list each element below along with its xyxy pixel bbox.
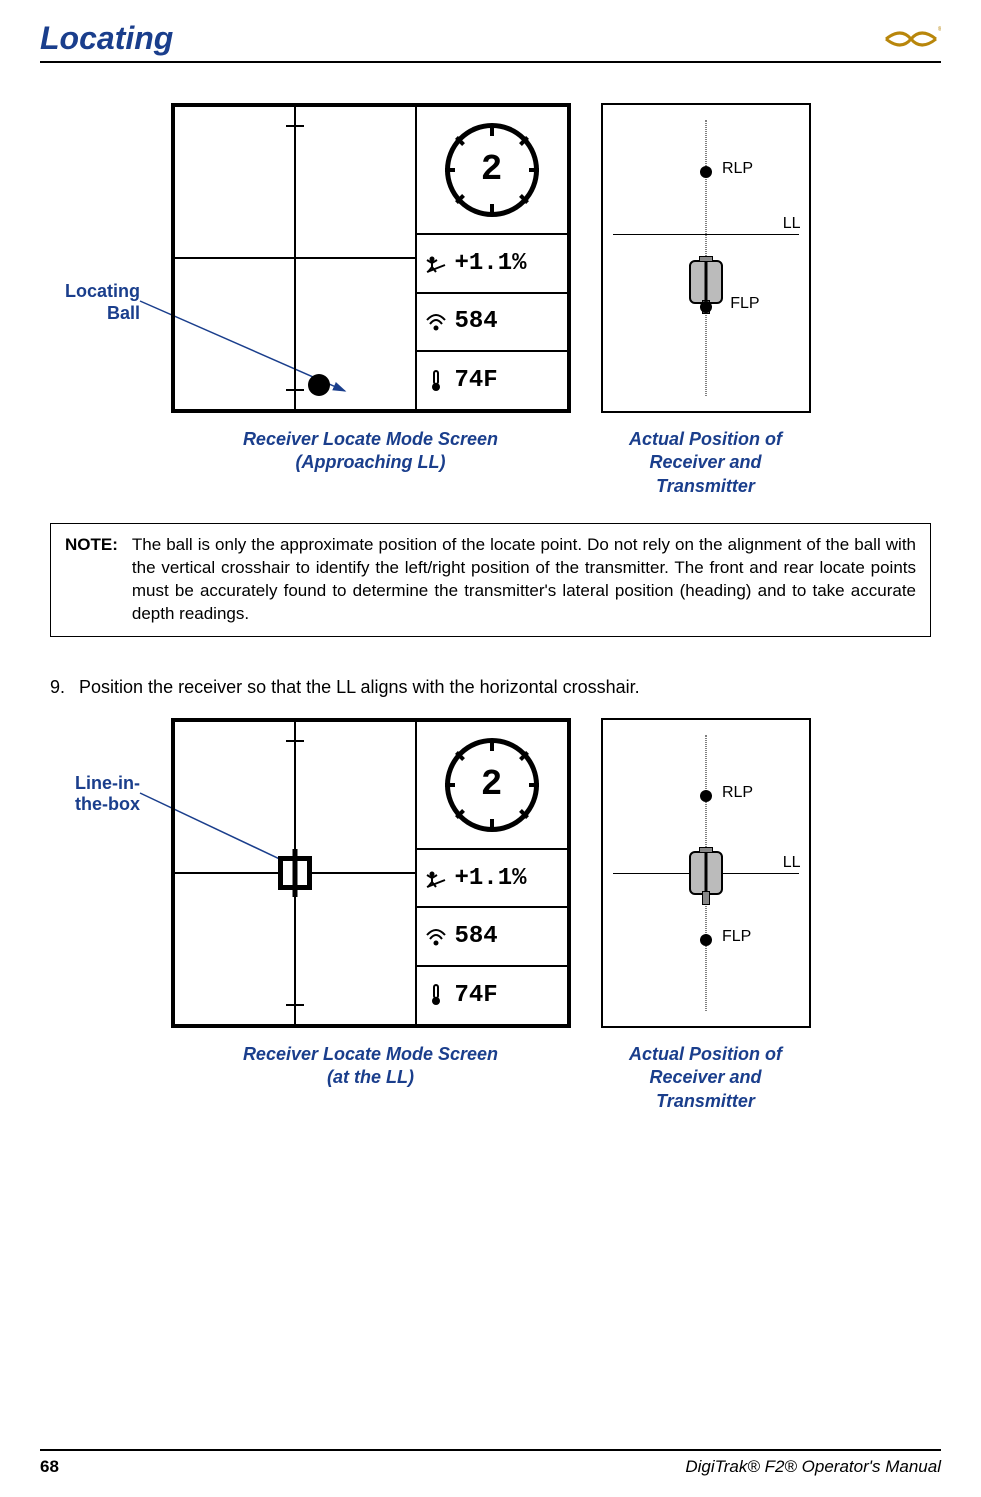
pitch-icon bbox=[425, 867, 447, 889]
svg-text:®: ® bbox=[938, 26, 941, 33]
temp-value-2: 74F bbox=[455, 982, 498, 1009]
pitch-row-1: +1.1% bbox=[417, 235, 567, 294]
note-text: The ball is only the approximate positio… bbox=[132, 534, 916, 626]
temp-icon bbox=[425, 370, 447, 392]
flp-dot-2 bbox=[700, 934, 712, 946]
flp-dot bbox=[700, 301, 712, 313]
callout-line-in-box: Line-in-the-box bbox=[40, 773, 140, 816]
page-header: Locating ® bbox=[40, 20, 941, 63]
temp-row-1: 74F bbox=[417, 352, 567, 409]
receiver-icon-1 bbox=[689, 260, 723, 304]
roll-gauge-2: 2 bbox=[417, 722, 567, 850]
rlp-dot-2 bbox=[700, 790, 712, 802]
step-9: 9. Position the receiver so that the LL … bbox=[50, 677, 931, 698]
figure-2: Line-in-the-box 2 bbox=[40, 718, 941, 1138]
note-label: NOTE: bbox=[65, 534, 118, 626]
caption-1-left: Receiver Locate Mode Screen(Approaching … bbox=[171, 428, 571, 498]
figure-1: LocatingBall 2 bbox=[40, 103, 941, 523]
pitch-icon bbox=[425, 252, 447, 274]
step-9-text: Position the receiver so that the LL ali… bbox=[79, 677, 640, 698]
locate-view-1 bbox=[175, 107, 417, 409]
roll-value-2: 2 bbox=[481, 764, 503, 805]
locating-ball bbox=[308, 374, 330, 396]
line-in-box-indicator bbox=[278, 856, 312, 890]
flp-label: FLP bbox=[730, 295, 759, 313]
signal-icon bbox=[425, 926, 447, 948]
dci-logo: ® bbox=[881, 25, 941, 53]
section-title: Locating bbox=[40, 20, 173, 57]
roll-value-1: 2 bbox=[481, 149, 503, 190]
caption-1-right: Actual Position ofReceiver and Transmitt… bbox=[601, 428, 811, 498]
page-number: 68 bbox=[40, 1457, 59, 1477]
caption-2-right: Actual Position ofReceiver and Transmitt… bbox=[601, 1043, 811, 1113]
page: Locating ® LocatingBall bbox=[0, 0, 981, 1497]
signal-icon bbox=[425, 311, 447, 333]
callout-locating-ball: LocatingBall bbox=[40, 281, 140, 324]
signal-row-1: 584 bbox=[417, 294, 567, 353]
pitch-row-2: +1.1% bbox=[417, 850, 567, 909]
signal-value-2: 584 bbox=[455, 923, 498, 950]
pitch-value-1: +1.1% bbox=[455, 250, 527, 277]
manual-title: DigiTrak® F2® Operator's Manual bbox=[685, 1457, 941, 1477]
flp-label-2: FLP bbox=[722, 928, 751, 946]
ll-label-2: LL bbox=[783, 854, 801, 872]
rlp-label: RLP bbox=[722, 160, 753, 178]
rlp-label-2: RLP bbox=[722, 784, 753, 802]
caption-2-left: Receiver Locate Mode Screen(at the LL) bbox=[171, 1043, 571, 1113]
signal-value-1: 584 bbox=[455, 308, 498, 335]
position-diagram-1: RLP LL FLP bbox=[601, 103, 811, 413]
temp-icon bbox=[425, 984, 447, 1006]
temp-row-2: 74F bbox=[417, 967, 567, 1024]
step-9-number: 9. bbox=[50, 677, 65, 698]
position-diagram-2: RLP LL FLP bbox=[601, 718, 811, 1028]
page-footer: 68 DigiTrak® F2® Operator's Manual bbox=[40, 1449, 941, 1477]
pitch-value-2: +1.1% bbox=[455, 865, 527, 892]
locate-screen-2: 2 +1.1% bbox=[171, 718, 571, 1028]
temp-value-1: 74F bbox=[455, 367, 498, 394]
signal-row-2: 584 bbox=[417, 908, 567, 967]
roll-gauge-1: 2 bbox=[417, 107, 567, 235]
locate-view-2 bbox=[175, 722, 417, 1024]
note-box: NOTE: The ball is only the approximate p… bbox=[50, 523, 931, 637]
ll-label: LL bbox=[783, 215, 801, 233]
receiver-icon-2 bbox=[689, 851, 723, 895]
locate-screen-1: 2 +1.1% bbox=[171, 103, 571, 413]
rlp-dot bbox=[700, 166, 712, 178]
